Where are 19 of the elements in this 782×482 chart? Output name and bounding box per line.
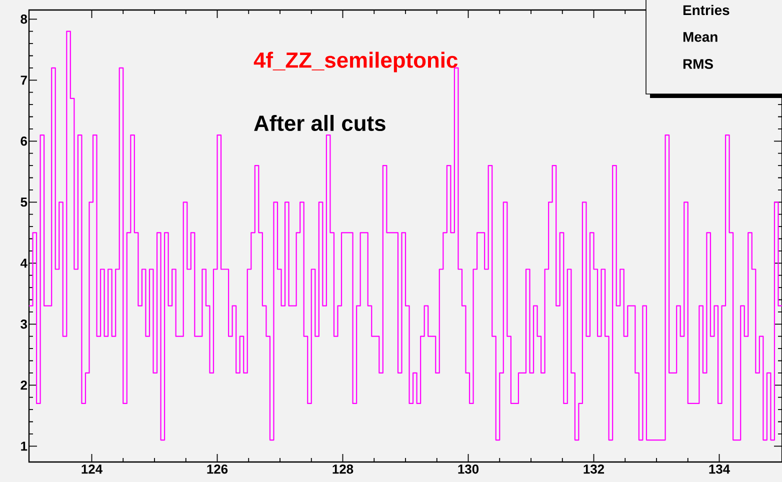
annotation: Entries: [683, 4, 730, 16]
y-tick-label: 7: [20, 76, 27, 85]
x-tick-label: 130: [458, 464, 479, 474]
y-tick-label: 3: [20, 320, 28, 329]
x-tick-label: 126: [207, 464, 228, 474]
y-tick-label: 6: [20, 136, 28, 146]
y-tick-label: 4: [20, 258, 28, 268]
x-tick-label: 134: [709, 464, 730, 474]
y-tick-label: 5: [20, 198, 28, 207]
text: 4f_ZZ_semileptonic: [254, 52, 458, 72]
annotation: RMS: [683, 59, 713, 69]
y-tick-label: 1: [21, 442, 28, 451]
x-tick-label: 128: [332, 464, 354, 474]
x-tick-label: 132: [584, 464, 604, 474]
y-tick-label: 2: [20, 380, 27, 390]
text: After all cuts: [254, 114, 386, 132]
x-tick-label: 124: [82, 464, 102, 474]
y-tick-label: 8: [20, 14, 28, 24]
annotation: Mean: [683, 32, 718, 42]
